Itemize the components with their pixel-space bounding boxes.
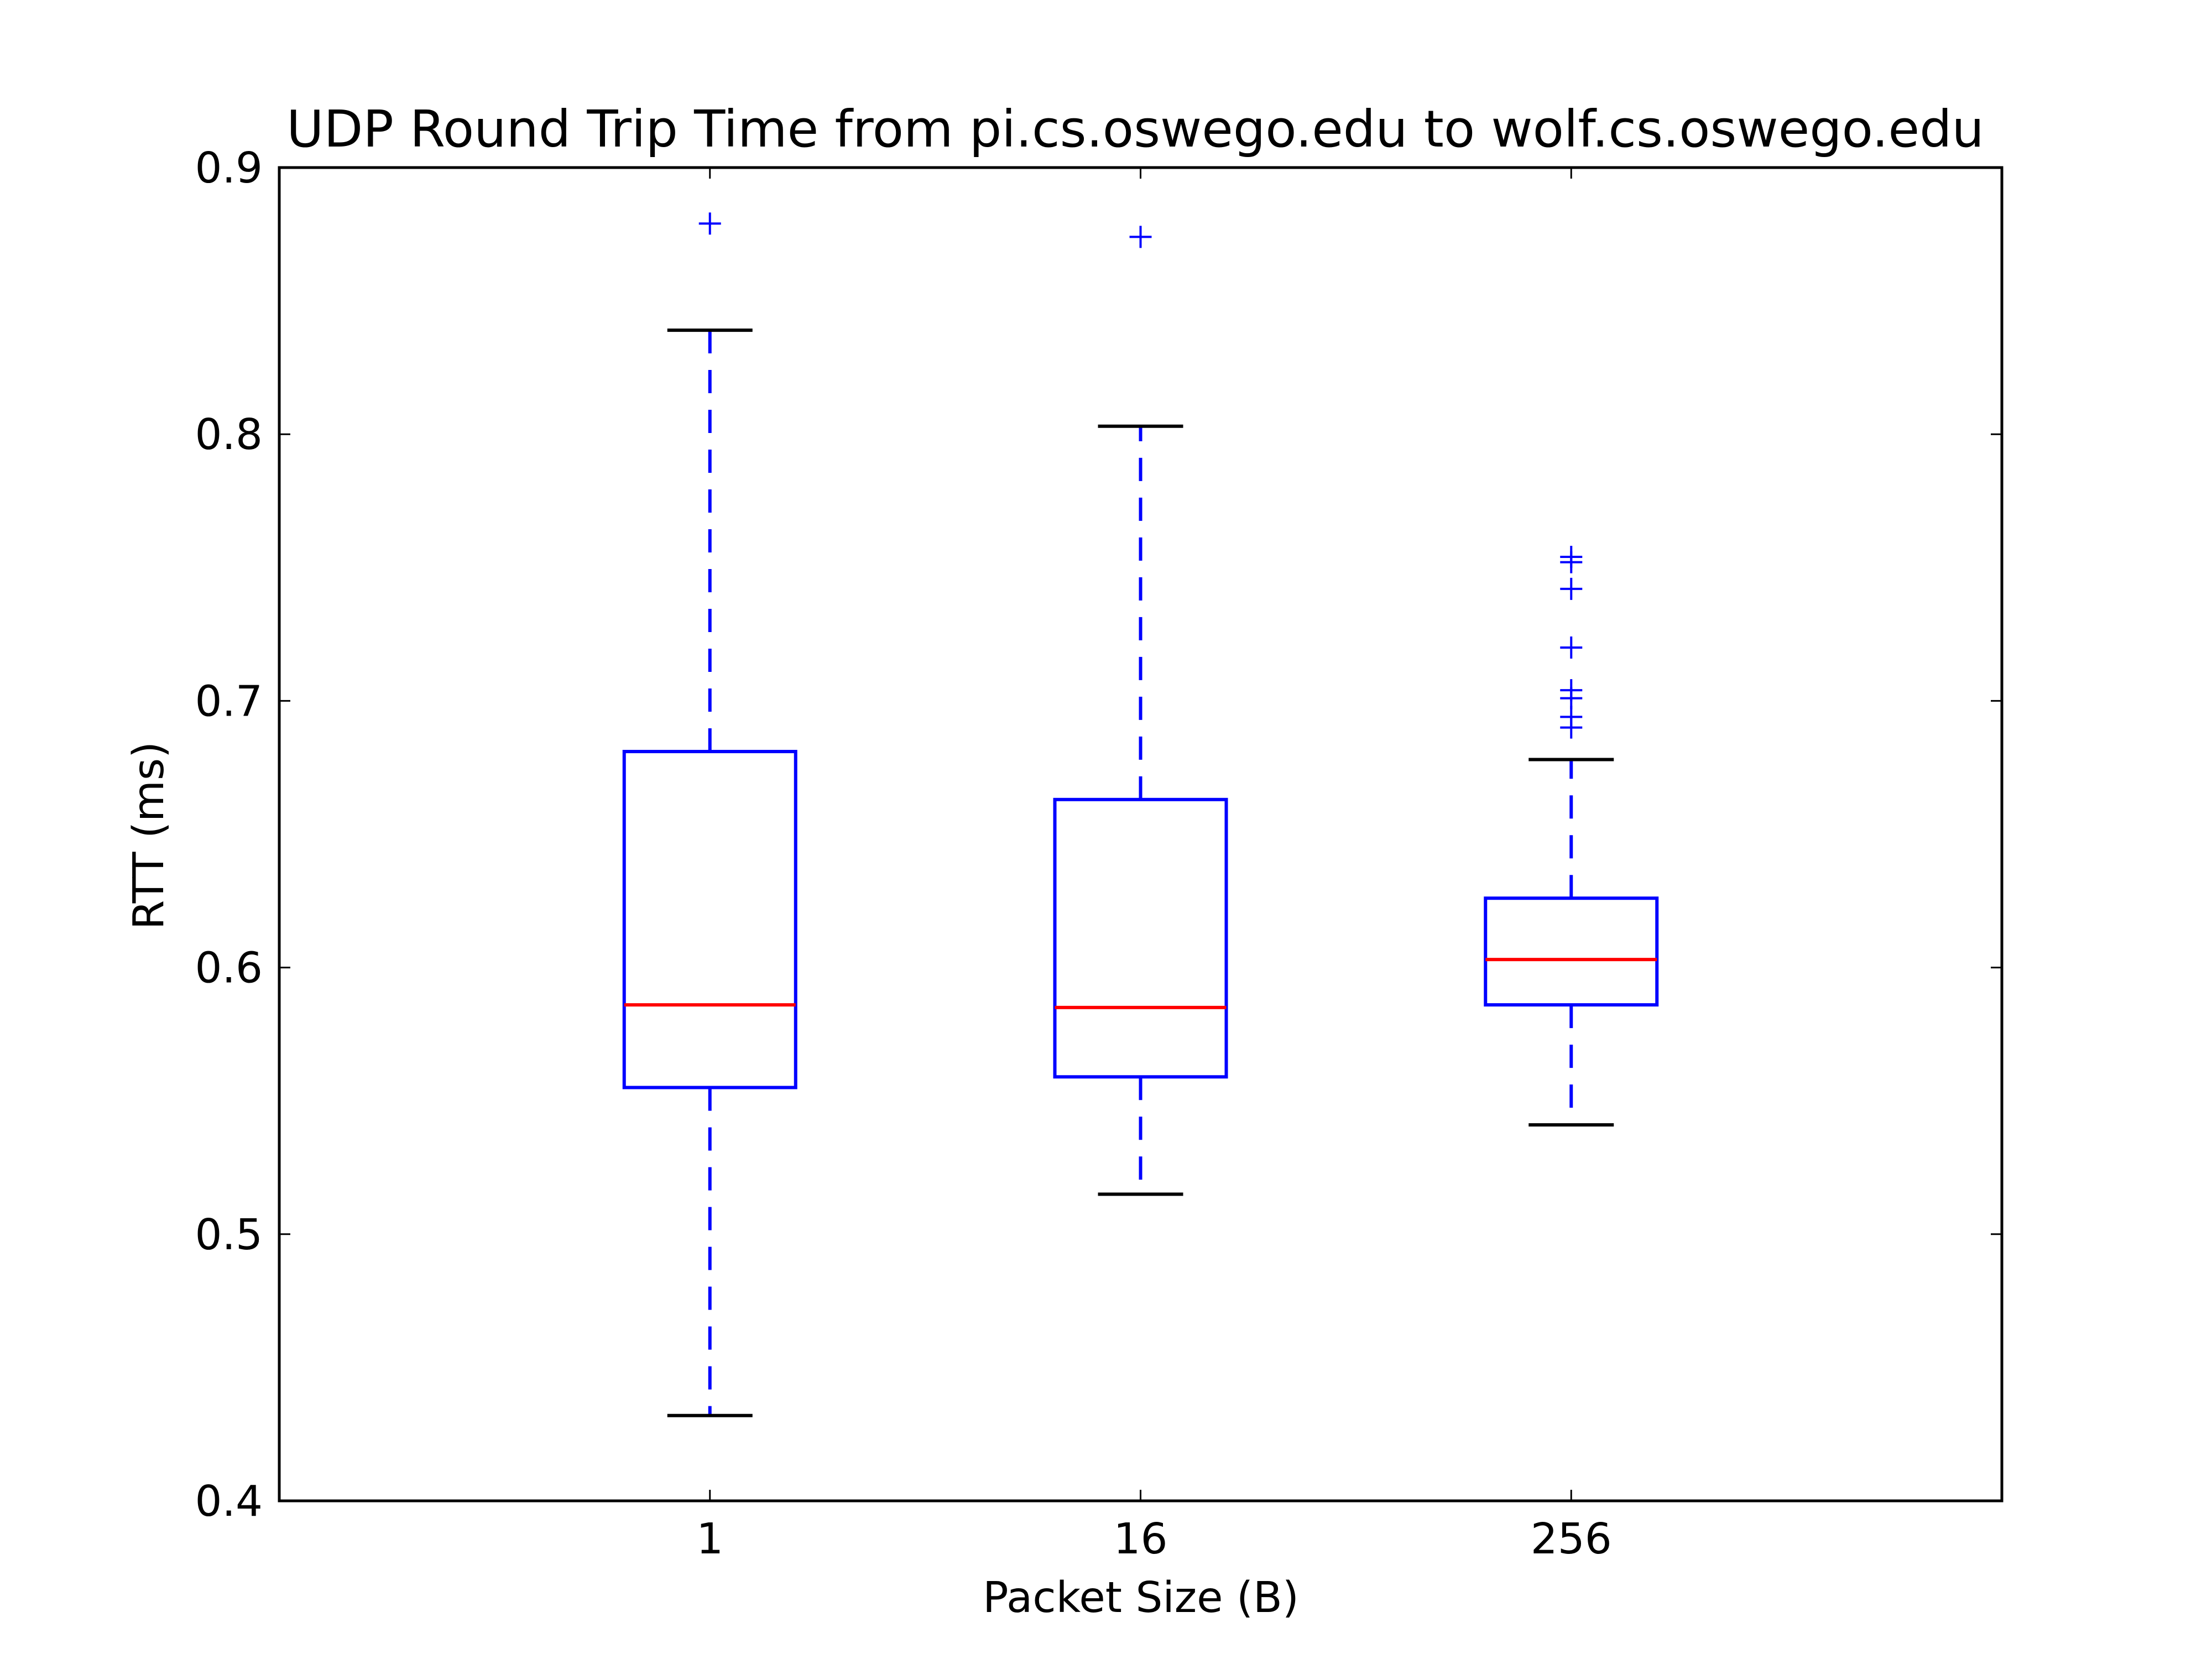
plot-area: 0.4 0.5 0.6 0.7 0.8 0.9 1 16 256 bbox=[195, 144, 2004, 1564]
box-iqr bbox=[1053, 797, 1228, 1079]
y-axis-label: RTT (ms) bbox=[124, 742, 174, 930]
x-axis-label: Packet Size (B) bbox=[983, 1573, 1299, 1623]
y-tick-label: 0.4 bbox=[195, 1477, 263, 1526]
box-iqr bbox=[622, 750, 797, 1089]
chart-title: UDP Round Trip Time from pi.cs.oswego.ed… bbox=[286, 100, 1984, 159]
plot-frame bbox=[278, 166, 2004, 1503]
x-tick-label: 16 bbox=[1114, 1515, 1168, 1564]
y-tick-label: 0.5 bbox=[195, 1211, 263, 1260]
y-tick-label: 0.7 bbox=[195, 677, 263, 726]
y-tick-label: 0.8 bbox=[195, 410, 263, 460]
x-tick-label: 1 bbox=[696, 1515, 723, 1564]
x-tick-label: 256 bbox=[1531, 1515, 1612, 1564]
y-tick-label: 0.6 bbox=[195, 944, 263, 993]
box-iqr bbox=[1484, 896, 1659, 1007]
y-tick-label: 0.9 bbox=[195, 144, 263, 193]
